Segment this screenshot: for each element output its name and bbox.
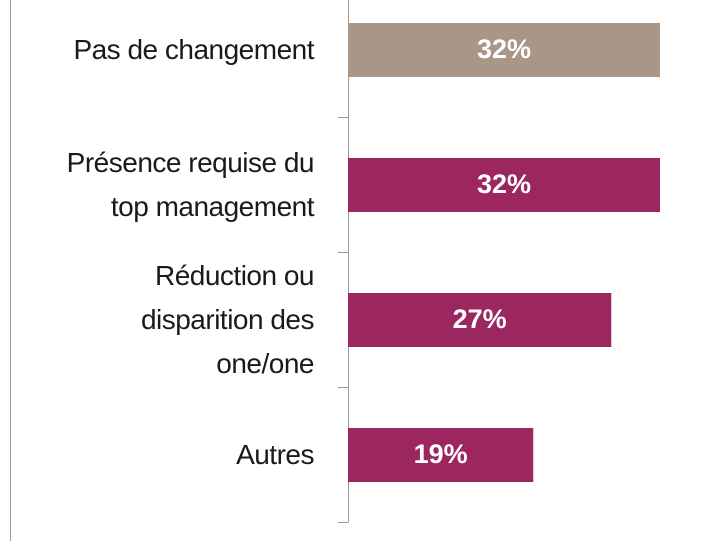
category-label: Présence requise du top management bbox=[66, 147, 315, 222]
category-label: Pas de changement bbox=[73, 34, 314, 65]
value-label: 19% bbox=[414, 439, 468, 469]
category-label: Autres bbox=[236, 439, 314, 470]
bar bbox=[348, 293, 612, 347]
bar bbox=[348, 23, 660, 77]
value-label: 27% bbox=[453, 304, 507, 334]
bar bbox=[348, 158, 660, 212]
category-label: Réduction ou disparition des one/one bbox=[140, 260, 315, 379]
bar bbox=[348, 428, 534, 482]
value-label: 32% bbox=[477, 169, 531, 199]
value-label: 32% bbox=[477, 34, 531, 64]
